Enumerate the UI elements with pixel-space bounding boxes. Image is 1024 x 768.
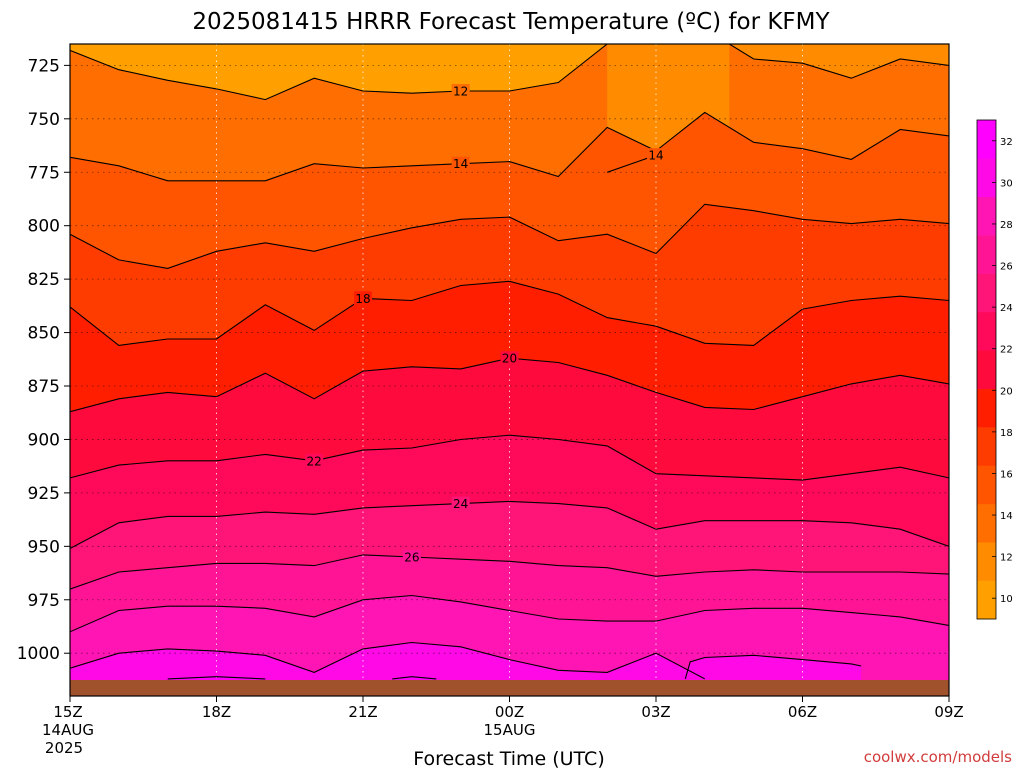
colorbar-tick-label-18: 18 — [1000, 428, 1013, 439]
contour-label-20-6: 20 — [502, 352, 517, 366]
x-tick-label-21Z: 21Z — [348, 703, 377, 721]
contour-30-11 — [70, 641, 706, 680]
terrain-band — [70, 680, 949, 696]
colorbar-swatch-10 — [977, 196, 996, 236]
contour-12-0 — [70, 44, 608, 101]
x-tick-label-06Z: 06Z — [788, 703, 817, 721]
colorbar-tick-label-28: 28 — [1000, 220, 1013, 231]
y-tick-label-725: 725 — [28, 56, 60, 76]
colorbar-tick-label-32: 32 — [1000, 137, 1013, 148]
colorbar-swatch-2 — [977, 503, 996, 543]
credit-text: coolwx.com/models — [864, 748, 1012, 766]
contour-14-2 — [70, 111, 949, 182]
contour-label-bg-14-3 — [647, 148, 665, 163]
y-tick-label-950: 950 — [28, 537, 60, 557]
x-axis-label: Forecast Time (UTC) — [413, 748, 604, 768]
colorbar-tick-label-20: 20 — [1000, 386, 1013, 397]
y-tick-label-900: 900 — [28, 430, 60, 450]
contour-28-10 — [70, 594, 949, 633]
contour-12-1 — [729, 44, 949, 79]
y-tick-label-850: 850 — [28, 324, 60, 344]
band-fill-coldest — [70, 44, 608, 100]
y-tick-label-925: 925 — [28, 484, 60, 504]
chart-title: 2025081415 HRRR Forecast Temperature (ºC… — [192, 9, 830, 35]
y-tick-label-1000: 1000 — [17, 644, 60, 664]
colorbar-swatch-8 — [977, 273, 996, 313]
contour-label-bg-22-7 — [305, 453, 324, 468]
y-tick-group: 725 750 775 800 825 850 875 900 925 950 975 1000 — [17, 56, 70, 664]
contour-30-12 — [684, 654, 862, 680]
colorbar-tick-label-24: 24 — [1000, 303, 1013, 314]
contour-label-bg-14-2 — [451, 156, 470, 171]
y-tick-label-825: 825 — [28, 270, 60, 290]
y-tick-label-875: 875 — [28, 377, 60, 397]
contour-label-14-2: 14 — [453, 157, 468, 171]
y-tick-label-750: 750 — [28, 110, 60, 130]
colorbar-tick-label-26: 26 — [1000, 262, 1013, 273]
colorbar-tick-label-12: 12 — [1000, 553, 1013, 564]
colorbar-tick-label-22: 22 — [1000, 345, 1013, 356]
contour-label-12-0: 12 — [453, 85, 468, 99]
contour-18-5 — [70, 280, 949, 346]
contour-24-8 — [70, 500, 949, 549]
contour-label-bg-12-0 — [451, 84, 470, 99]
contour-22-7 — [70, 434, 949, 481]
x-tick-sublabel2-15Z: 2025 — [45, 739, 83, 757]
colorbar-swatch-6 — [977, 350, 996, 389]
x-tick-label-18Z: 18Z — [202, 703, 231, 721]
contour-group: 12 14 14 18 20 22 24 26 — [70, 44, 949, 680]
y-tick-label-775: 775 — [28, 163, 60, 183]
x-tick-label-00Z: 00Z — [495, 703, 524, 721]
contour-label-24-8: 24 — [453, 497, 468, 511]
contour-label-22-7: 22 — [307, 454, 322, 468]
colorbar-tick-label-30: 30 — [1000, 178, 1013, 189]
colorbar-swatch-5 — [977, 388, 996, 428]
contour-26-9 — [70, 554, 949, 590]
contour-label-bg-20-6 — [500, 351, 519, 366]
contour-label-bg-26-9 — [402, 550, 421, 565]
colorbar-tick-label-14: 14 — [1000, 511, 1013, 522]
colorbar-swatch-1 — [977, 542, 996, 581]
colorbar-swatch-3 — [977, 465, 996, 505]
contour-label-26-9: 26 — [404, 551, 419, 565]
colorbar: 10 12 14 16 18 20 22 24 26 28 30 32 — [976, 119, 1013, 620]
colorbar-swatch-7 — [977, 311, 996, 351]
x-tick-label-09Z: 09Z — [934, 703, 963, 721]
y-tick-label-800: 800 — [28, 217, 60, 237]
colorbar-swatch-0 — [977, 580, 996, 620]
colorbar-swatch-12 — [977, 120, 996, 159]
x-tick-sublabel-15Z: 14AUG — [42, 721, 94, 739]
band-group — [70, 44, 949, 696]
colorbar-swatch-9 — [977, 235, 996, 274]
contour-label-14-3: 14 — [648, 149, 663, 163]
colorbar-tick-label-16: 16 — [1000, 469, 1013, 480]
x-tick-sublabel-00Z: 15AUG — [484, 721, 536, 739]
colorbar-swatch-4 — [977, 427, 996, 466]
grid-group — [69, 44, 950, 681]
x-tick-label-15Z: 15Z — [53, 703, 82, 721]
colorbar-swatch-11 — [977, 158, 996, 198]
contour-16-4 — [70, 203, 949, 269]
colorbar-tick-label-10: 10 — [1000, 594, 1013, 605]
contour-label-bg-18-5 — [354, 291, 372, 306]
contour-32-13 — [167, 676, 266, 680]
contour-label-18-5: 18 — [355, 292, 370, 306]
colorbar-frame — [976, 119, 997, 620]
contour-32-14 — [392, 676, 437, 680]
x-tick-label-03Z: 03Z — [641, 703, 670, 721]
contour-label-bg-24-8 — [451, 496, 470, 511]
y-tick-label-975: 975 — [28, 591, 60, 611]
